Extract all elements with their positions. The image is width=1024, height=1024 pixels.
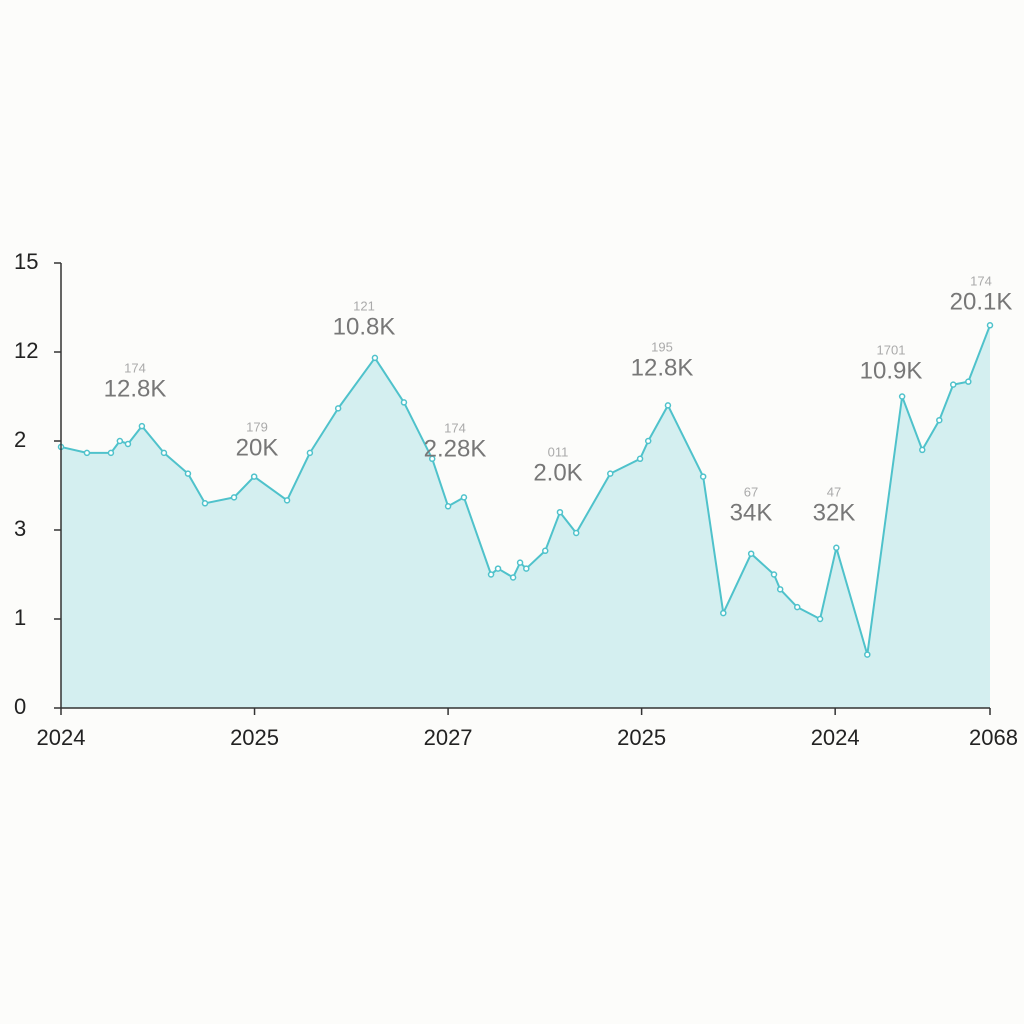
point [541,547,549,555]
annotation-note: 1701 [877,342,906,357]
point [720,609,727,617]
point [184,470,192,477]
y-tick-label: 15 [14,249,38,274]
line [60,324,991,656]
point [776,586,784,593]
point [428,455,436,463]
point [116,437,124,445]
x-tick-label: 2024 [37,725,86,750]
point [230,494,238,501]
annotation-note: 47 [827,484,841,499]
point [833,544,840,552]
point [334,405,342,412]
annotation-note: 195 [651,339,673,354]
point [747,550,755,557]
y-tick-label: 0 [14,694,26,719]
point [770,571,778,578]
y-tick-label: 12 [14,338,38,363]
x-tick-label: 2024 [811,725,860,750]
point [138,422,146,430]
point [664,402,672,409]
point [572,529,580,537]
point [556,508,564,516]
point [816,615,824,623]
point [965,378,972,385]
annotation: 2.28K [424,435,487,462]
annotation: 10.9K [860,357,923,384]
point [107,449,115,457]
point [509,574,517,581]
x-tick-label: 2068 [969,725,1018,750]
annotation: 34K [730,499,773,526]
area-fill [61,325,990,708]
point [250,473,258,480]
y-tick-label: 2 [14,427,26,452]
point [644,437,652,445]
annotation: 12.8K [104,375,167,402]
point [986,322,994,329]
point [949,381,957,388]
point [636,455,644,463]
point [306,449,314,457]
point [487,571,495,578]
point [400,399,408,406]
annotation-note: 179 [246,419,268,434]
y-tick-label: 1 [14,605,26,630]
y-tick-label: 3 [14,516,26,541]
point [919,446,926,454]
annotation-note: 174 [970,273,992,288]
point [936,416,943,424]
annotation: 2.0K [533,459,582,486]
point [460,494,468,501]
x-tick-label: 2025 [230,725,279,750]
point [898,393,906,400]
point [201,500,209,507]
point [494,565,502,572]
annotation: 10.8K [333,313,396,340]
point [371,354,379,362]
annotation: 20K [236,434,279,461]
point [83,449,91,457]
point [444,503,452,510]
point [283,497,291,504]
annotation: 20.1K [950,288,1013,315]
point [607,470,614,477]
point [516,559,524,566]
annotation-note: 121 [353,298,375,313]
x-tick-label: 2027 [424,725,473,750]
x-tick-label: 2025 [617,725,666,750]
point [523,565,530,572]
point [699,473,707,480]
annotation-note: 174 [124,360,146,375]
point [124,440,132,448]
annotation-note: 174 [444,420,466,435]
annotation-note: 011 [548,444,569,459]
annotation-note: 67 [744,484,758,499]
point [864,651,871,658]
annotation: 32K [813,499,856,526]
point [793,603,801,611]
annotation: 12.8K [631,354,694,381]
point [160,449,168,457]
